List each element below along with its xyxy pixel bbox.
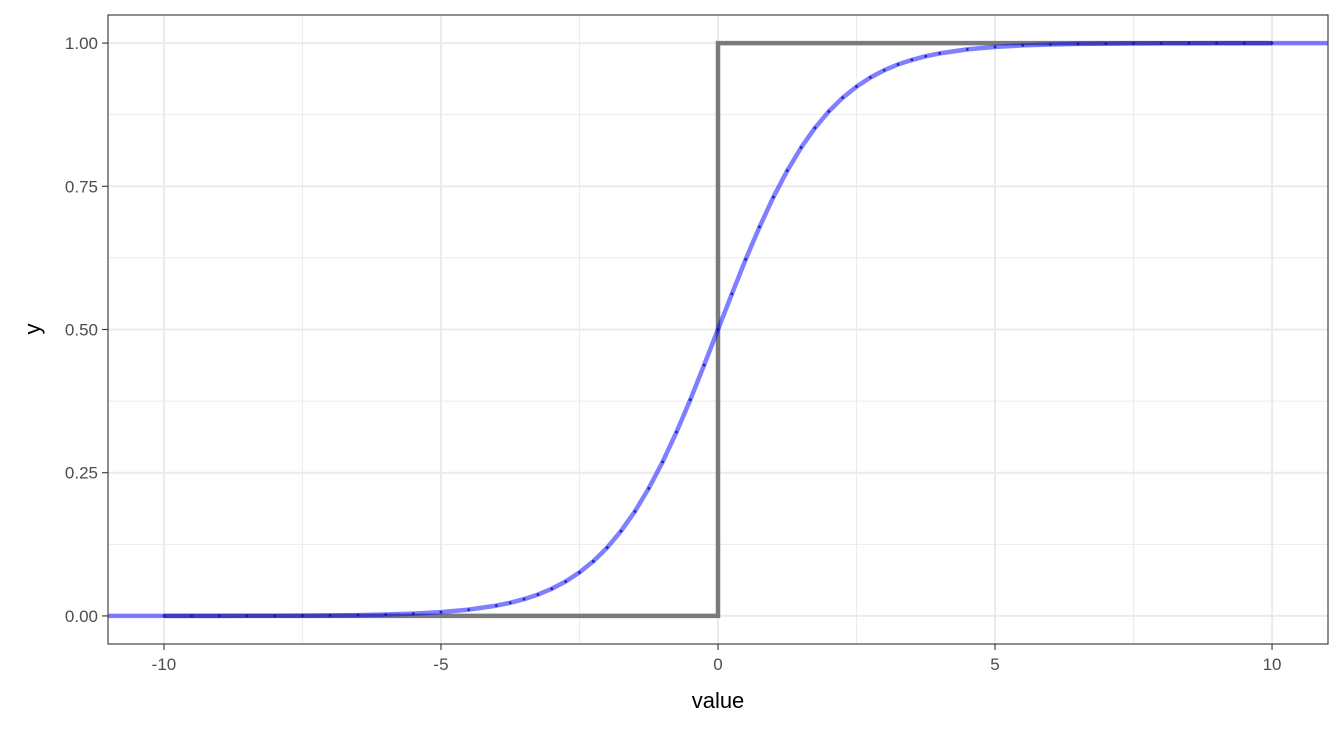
y-axis-label: y: [20, 324, 45, 335]
axes: -10 -5 0 5 10 0.00 0.25 0.50 0.75 1.00: [65, 34, 1282, 674]
y-tick-label: 0.25: [65, 464, 98, 483]
y-tick-label: 1.00: [65, 34, 98, 53]
x-tick-label: -10: [152, 655, 177, 674]
x-tick-label: 5: [990, 655, 999, 674]
x-axis-label: value: [692, 688, 745, 713]
y-tick-label: 0.00: [65, 607, 98, 626]
y-tick-label: 0.50: [65, 321, 98, 340]
x-tick-label: 10: [1263, 655, 1282, 674]
y-tick-label: 0.75: [65, 177, 98, 196]
x-tick-label: 0: [713, 655, 722, 674]
marks: [108, 40, 1328, 619]
logistic-curve: [108, 40, 1328, 619]
x-tick-label: -5: [433, 655, 448, 674]
